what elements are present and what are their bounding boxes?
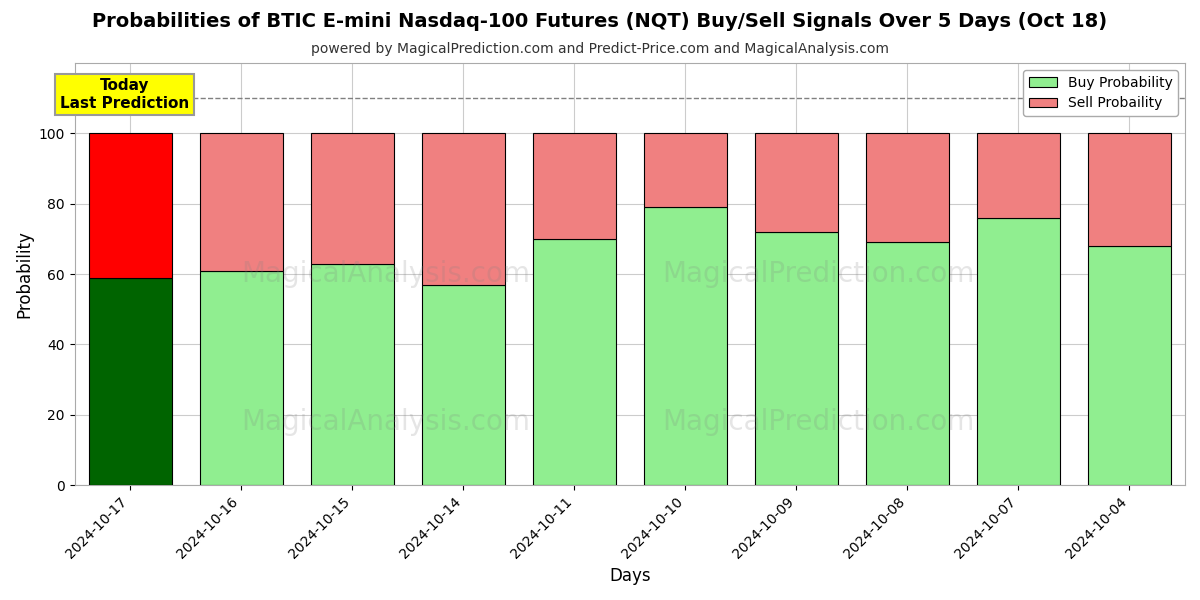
Bar bbox=[865, 242, 949, 485]
Bar bbox=[311, 133, 394, 263]
Bar bbox=[1088, 246, 1171, 485]
Text: Today
Last Prediction: Today Last Prediction bbox=[60, 79, 190, 111]
Legend: Buy Probability, Sell Probaility: Buy Probability, Sell Probaility bbox=[1024, 70, 1178, 116]
Bar bbox=[533, 239, 616, 485]
Bar bbox=[865, 133, 949, 242]
Bar bbox=[421, 133, 505, 284]
Text: MagicalPrediction.com: MagicalPrediction.com bbox=[662, 260, 974, 288]
Text: MagicalAnalysis.com: MagicalAnalysis.com bbox=[241, 408, 530, 436]
Bar bbox=[643, 207, 727, 485]
Bar bbox=[755, 133, 838, 232]
Bar bbox=[1088, 133, 1171, 246]
Bar bbox=[533, 133, 616, 239]
Y-axis label: Probability: Probability bbox=[16, 230, 34, 318]
Bar bbox=[643, 133, 727, 207]
Bar bbox=[977, 218, 1060, 485]
Bar bbox=[199, 133, 283, 271]
Text: Probabilities of BTIC E-mini Nasdaq-100 Futures (NQT) Buy/Sell Signals Over 5 Da: Probabilities of BTIC E-mini Nasdaq-100 … bbox=[92, 12, 1108, 31]
Bar bbox=[199, 271, 283, 485]
Bar bbox=[311, 263, 394, 485]
Bar bbox=[89, 133, 172, 278]
Bar bbox=[977, 133, 1060, 218]
Bar bbox=[755, 232, 838, 485]
Bar bbox=[421, 284, 505, 485]
Bar bbox=[89, 278, 172, 485]
Text: powered by MagicalPrediction.com and Predict-Price.com and MagicalAnalysis.com: powered by MagicalPrediction.com and Pre… bbox=[311, 42, 889, 56]
X-axis label: Days: Days bbox=[610, 567, 650, 585]
Text: MagicalPrediction.com: MagicalPrediction.com bbox=[662, 408, 974, 436]
Text: MagicalAnalysis.com: MagicalAnalysis.com bbox=[241, 260, 530, 288]
